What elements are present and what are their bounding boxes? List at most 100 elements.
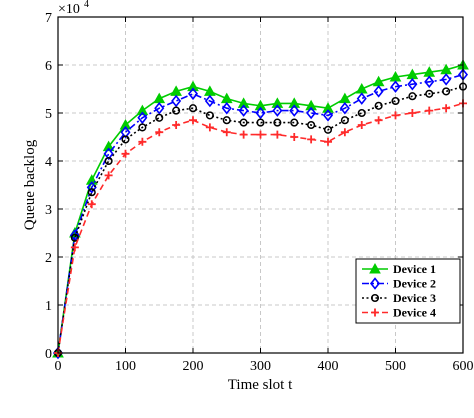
data-point [340,116,349,125]
data-point [120,125,131,139]
data-point [357,108,366,118]
data-point [222,116,231,125]
legend-label: Device 4 [393,306,436,320]
data-point [221,101,232,115]
series-line [57,73,464,354]
legend-marker [369,262,381,274]
y-tick-label: 2 [45,251,52,266]
data-point [171,94,182,108]
x-tick-label: 400 [318,359,339,374]
data-point [137,111,148,125]
legend-entry: Device 2 [362,277,436,291]
data-point [70,233,79,242]
data-point [356,92,367,105]
data-point [222,128,231,137]
data-point [239,118,248,127]
legend-entry: Device 1 [362,262,436,276]
data-point [306,106,317,120]
data-point [374,101,383,110]
data-point [340,128,349,137]
data-point [425,106,434,115]
data-point [273,118,282,127]
data-point [136,104,149,116]
y-tick-label: 7 [45,11,52,26]
data-point [255,106,266,120]
data-point [307,120,316,130]
data-point [188,104,198,113]
data-point [189,116,197,125]
data-point [205,123,214,132]
data-point [442,104,451,113]
data-point [373,85,384,98]
data-point [323,125,333,134]
data-point [239,130,248,139]
x-tick-label: 100 [115,359,136,374]
data-point [374,116,383,125]
data-point [408,92,417,101]
legend-entry: Device 3 [362,291,436,305]
y-tick-label: 1 [45,299,52,314]
data-point [441,73,452,86]
legend-label: Device 3 [393,291,436,305]
axis-ticks: 0 100 200 300 400 500 600 0 1 2 3 4 5 6 7 [45,11,474,374]
data-point [256,130,265,139]
x-tick-label: 0 [55,359,62,374]
data-point [324,137,332,146]
legend-marker [371,308,379,317]
legend-entry: Device 4 [362,306,436,320]
y-multiplier-exponent: 4 [84,0,89,10]
data-point [172,121,181,129]
data-point [307,135,316,144]
x-axis-label: Time slot t [228,377,293,393]
legend-label: Device 1 [393,262,436,276]
data-point [290,133,299,141]
data-point [290,118,299,127]
data-point [121,135,130,144]
data-point [102,140,115,152]
data-point [187,80,199,92]
data-point [187,87,199,101]
data-point [424,75,435,89]
data-point [391,96,400,106]
y-multiplier-base: ×10 [58,2,80,17]
data-point [442,87,451,96]
data-point [254,99,267,111]
data-point [357,121,366,129]
data-point [172,106,181,115]
data-point [155,128,164,137]
data-point [154,101,165,115]
data-point [305,99,317,111]
data-point [204,94,215,108]
data-point [288,97,301,108]
legend-label: Device 2 [393,277,436,291]
data-point [121,149,130,158]
legend-marker [369,277,381,290]
data-point [70,243,79,252]
data-point [272,104,283,117]
y-tick-label: 0 [45,347,52,362]
y-axis-label: Queue backlog [22,139,38,230]
data-point [87,200,96,209]
x-tick-label: 500 [385,359,406,374]
data-point [408,109,417,117]
x-tick-label: 300 [250,359,271,374]
data-point [104,171,113,180]
data-point [87,188,96,197]
y-tick-label: 6 [45,59,52,74]
data-point [339,101,350,115]
y-tick-label: 5 [45,107,52,122]
data-point [289,104,300,117]
x-tick-label: 200 [183,359,204,374]
data-point [138,123,147,132]
series-2 [52,68,469,360]
data-point [103,147,114,161]
data-point [425,89,434,98]
data-point [119,118,132,130]
data-point [391,111,400,120]
data-point [407,77,418,91]
y-multiplier: ×10 4 [58,0,89,17]
y-tick-label: 4 [45,155,52,170]
data-point [238,104,249,117]
series-4 [54,99,467,357]
